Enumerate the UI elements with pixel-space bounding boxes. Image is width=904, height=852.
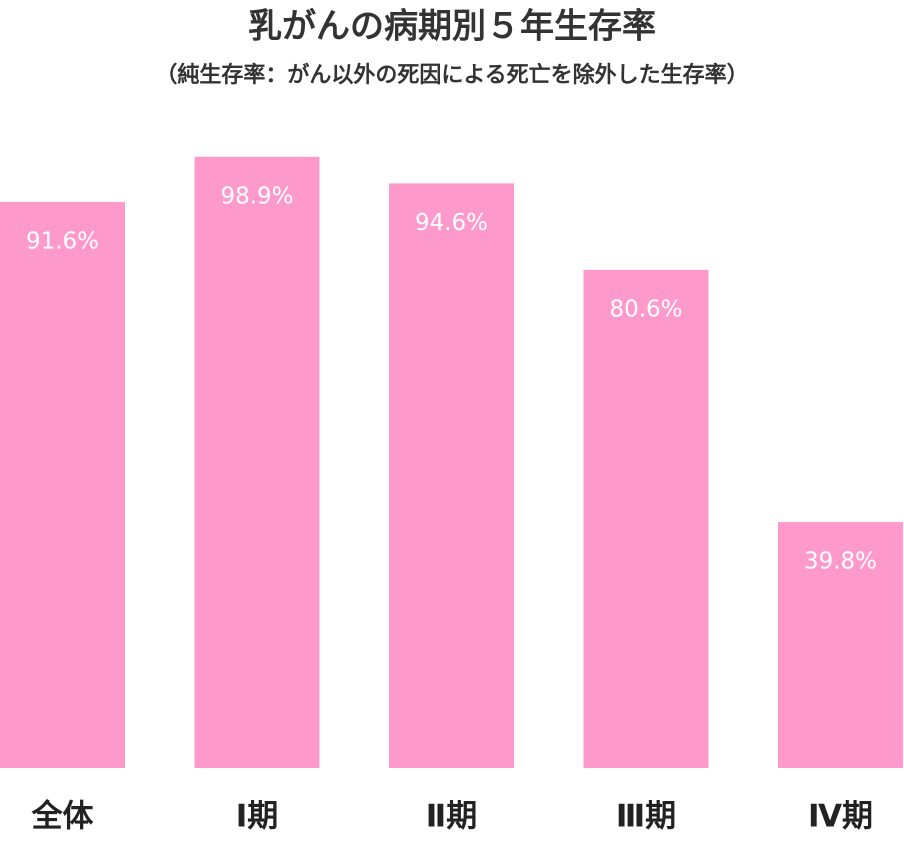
value-label: 94.6% [415,210,488,236]
bar [389,183,514,768]
bar [583,269,709,768]
bar [0,201,125,769]
x-tick-label: Ⅰ期 [236,799,279,835]
x-tick-label: Ⅲ期 [616,799,676,835]
bar [194,156,320,769]
x-tick-label: 全体 [31,799,94,835]
chart-subtitle: （純生存率：がん以外の死因による死亡を除外した生存率） [155,62,748,88]
value-label: 80.6% [609,296,682,322]
value-label: 91.6% [26,228,99,254]
value-label: 39.8% [804,549,877,575]
chart-title: 乳がんの病期別５年生存率 [248,7,656,47]
bar [778,522,903,768]
value-label: 98.9% [220,183,293,209]
x-tick-label: Ⅳ期 [808,799,873,835]
x-tick-label: Ⅱ期 [426,799,477,835]
